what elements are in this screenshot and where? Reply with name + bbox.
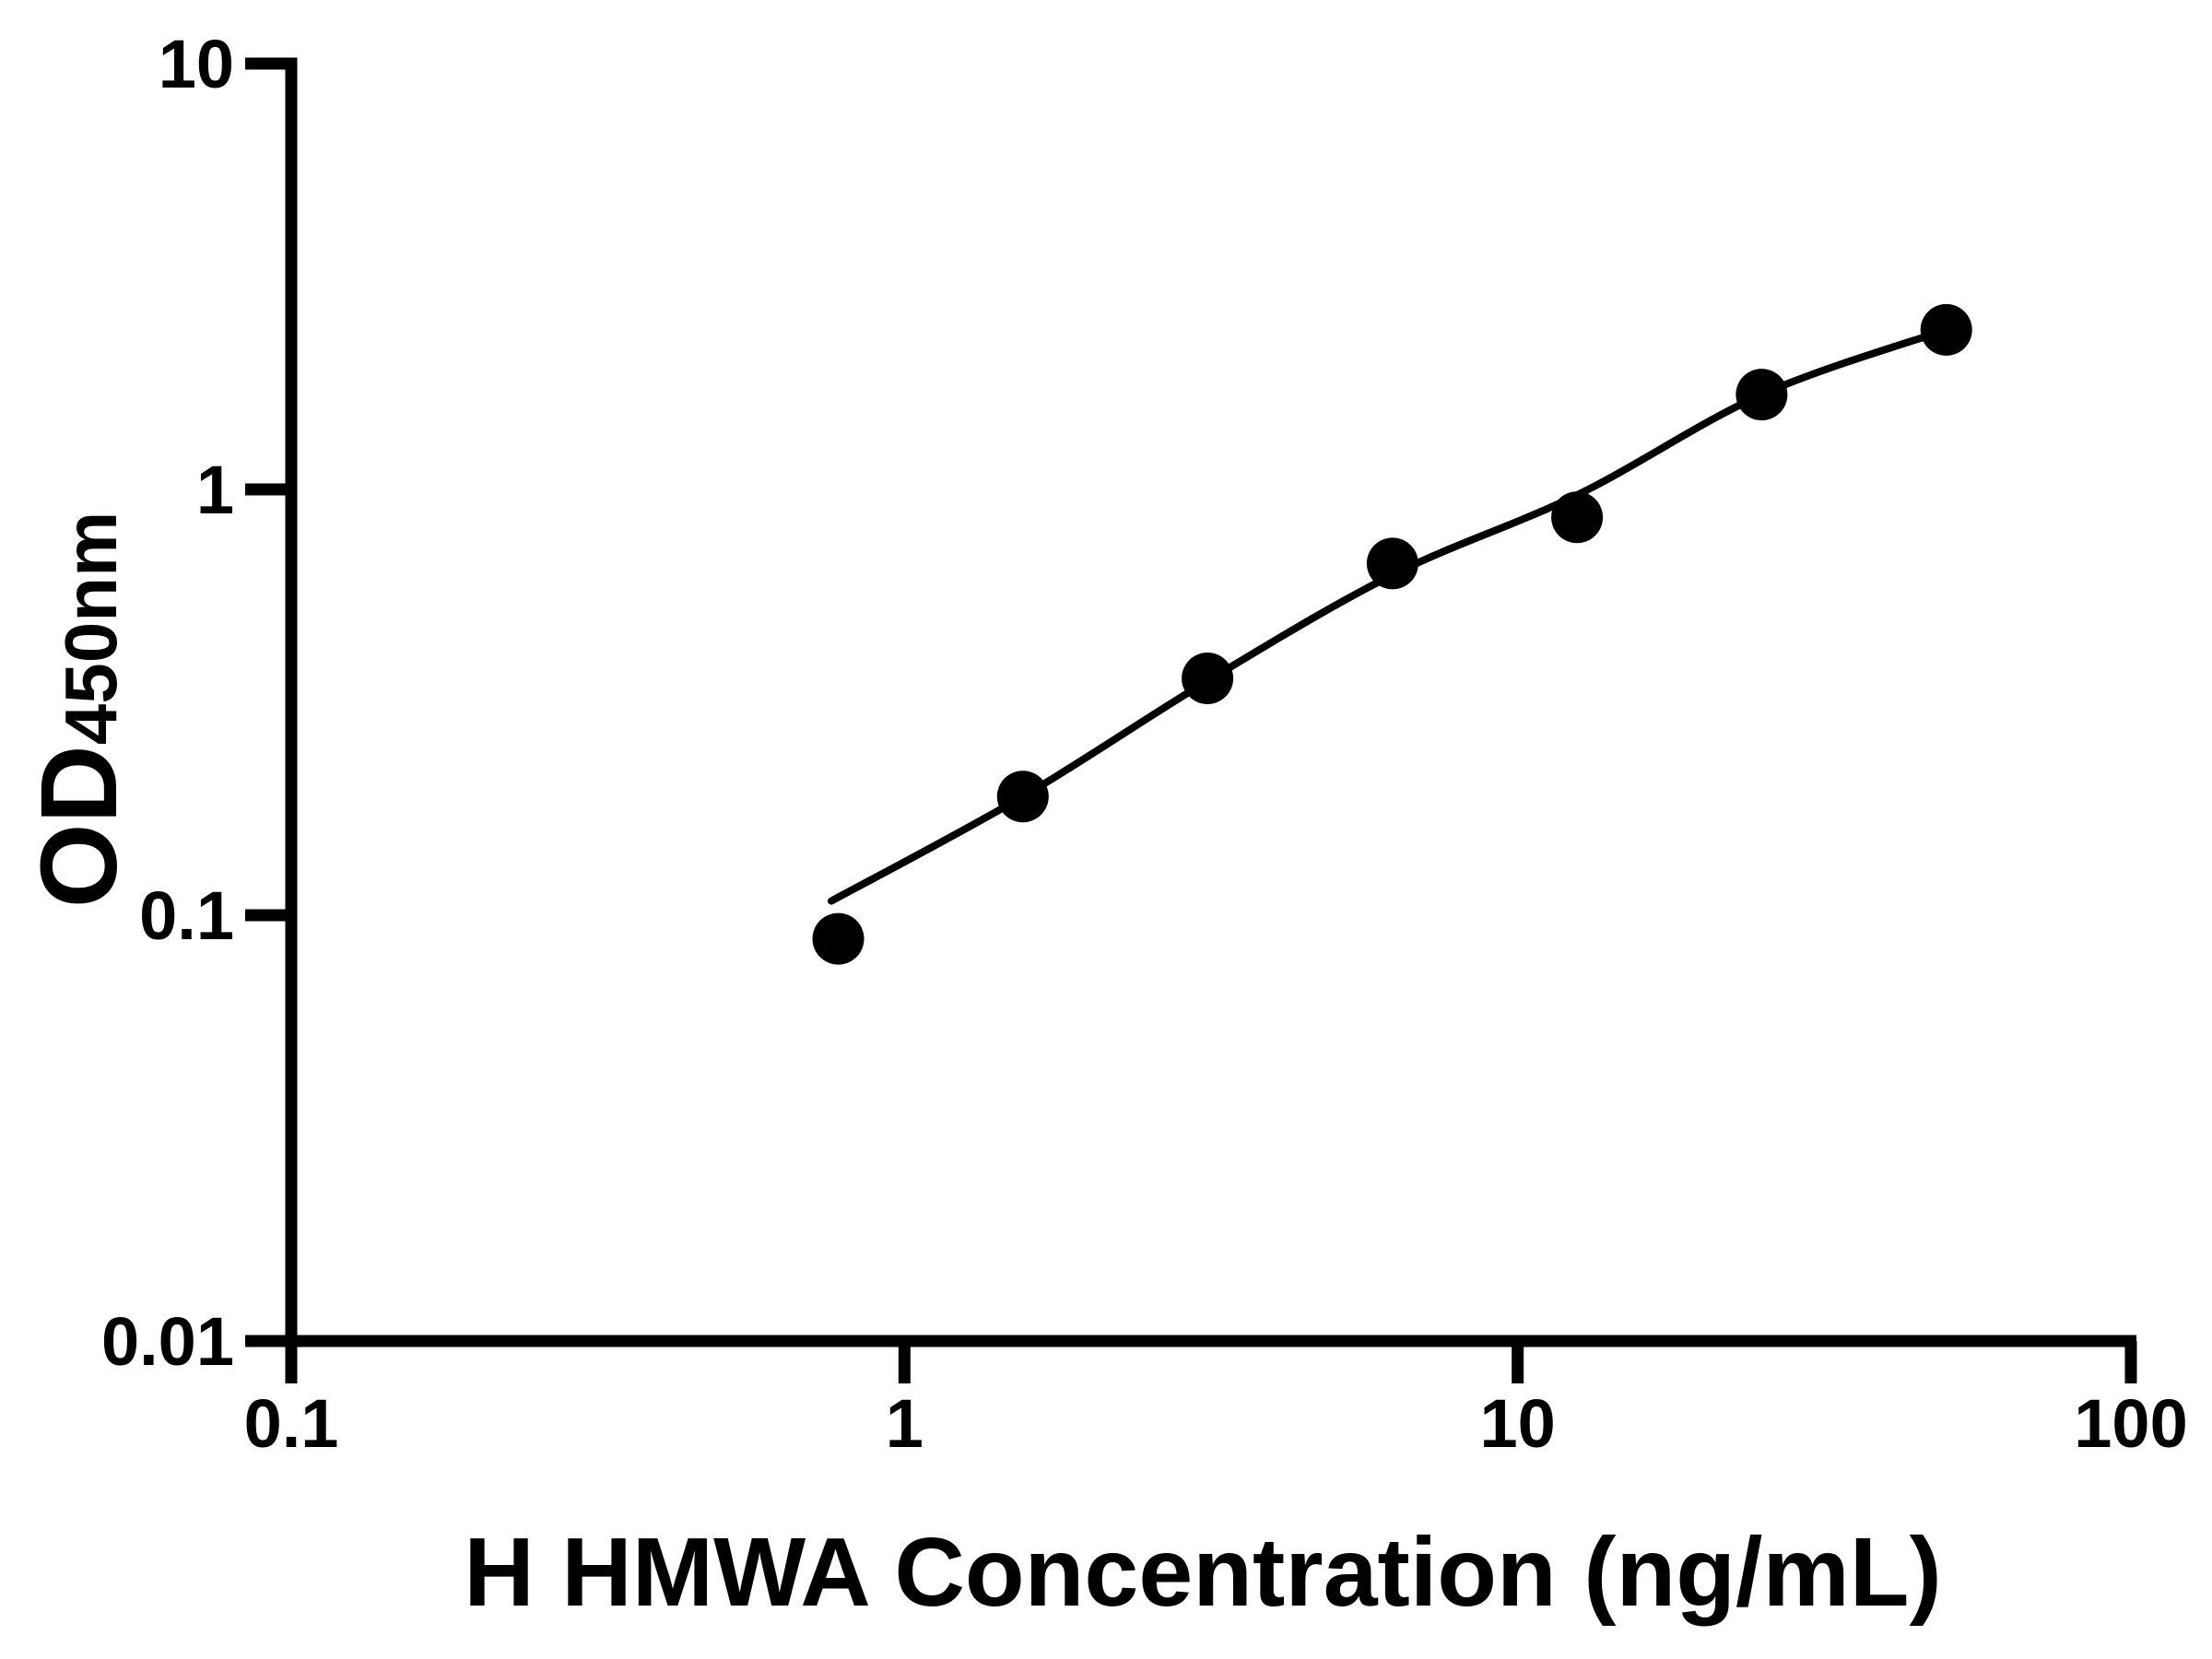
data-point-3 [1182,653,1234,704]
x-tick-label-0.1: 0.1 [244,1385,339,1462]
y-axis-title-main: OD [18,745,140,908]
data-point-4 [1366,537,1418,590]
fit-curve-line [828,325,1950,905]
data-point-5 [1551,491,1604,544]
data-point-2 [996,771,1049,823]
x-tick-label-10: 10 [1480,1385,1556,1462]
data-point-6 [1735,369,1788,421]
y-axis-title-sub: 450nm [50,512,132,745]
data-point-7 [1920,303,1972,356]
y-tick-label-10: 10 [159,26,234,102]
y-tick-label-0.01: 0.01 [101,1303,234,1380]
x-tick-label-1: 1 [886,1385,924,1462]
x-tick-label-100: 100 [2074,1385,2187,1462]
data-point-1 [812,912,865,965]
x-axis-title: H HMWA Concentration (ng/mL) [464,1518,1942,1627]
y-tick-label-1: 1 [196,452,234,528]
y-axis-title: OD450nm [18,512,140,908]
y-tick-label-0.1: 0.1 [139,877,234,954]
